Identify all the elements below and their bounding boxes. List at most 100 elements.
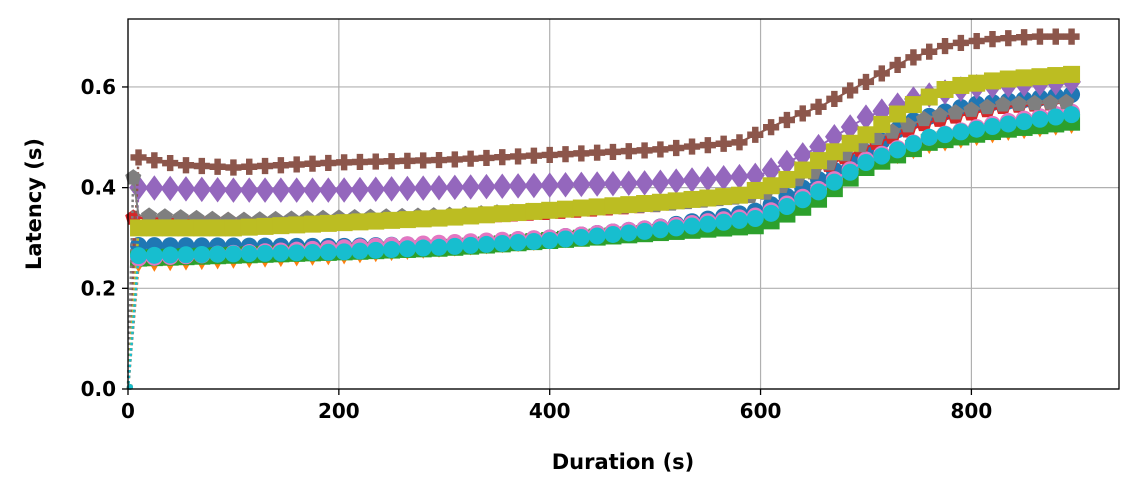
data-point (1063, 106, 1081, 124)
data-point (272, 217, 290, 235)
data-point (415, 152, 432, 169)
data-point (161, 219, 179, 237)
data-point (1010, 95, 1027, 111)
data-point (224, 219, 242, 237)
x-axis-label: Duration (s) (552, 450, 695, 474)
data-point (525, 147, 542, 164)
data-point (1031, 28, 1049, 45)
data-point (763, 119, 780, 136)
data-point (367, 241, 385, 259)
data-point (666, 168, 686, 194)
data-point (177, 219, 195, 237)
data-point (477, 235, 495, 253)
data-point (620, 196, 638, 214)
data-point (492, 173, 512, 200)
data-point (130, 247, 148, 265)
data-point (446, 151, 463, 168)
data-point (699, 189, 717, 207)
data-point (239, 177, 259, 203)
data-point (383, 153, 400, 170)
series-10 (126, 106, 1081, 390)
data-point (778, 170, 796, 188)
data-point (493, 205, 511, 223)
y-tick-label: 0.0 (81, 377, 116, 401)
data-point (446, 208, 464, 226)
data-point (794, 191, 812, 209)
data-point (1015, 113, 1033, 131)
data-point (1063, 65, 1081, 83)
data-point (825, 173, 843, 191)
data-point (589, 144, 606, 161)
data-point (478, 149, 495, 167)
data-point (620, 143, 637, 160)
data-point (983, 72, 1001, 90)
x-tick-label: 400 (529, 399, 571, 423)
data-point (125, 169, 142, 185)
data-point (667, 219, 685, 237)
data-point (699, 137, 716, 154)
data-point (745, 162, 765, 189)
data-point (304, 155, 321, 172)
data-point (1047, 28, 1064, 45)
data-point (841, 163, 859, 181)
data-point (557, 230, 575, 248)
data-point (414, 210, 432, 228)
data-point (130, 149, 147, 166)
data-point (303, 177, 322, 203)
series-startup-line (126, 177, 135, 390)
data-point (541, 146, 558, 163)
data-point (730, 163, 749, 190)
data-point (947, 104, 964, 120)
data-point (225, 159, 242, 176)
data-point (1042, 94, 1059, 110)
data-point (493, 234, 511, 252)
data-point (398, 211, 416, 229)
data-point (931, 106, 948, 123)
data-point (272, 157, 289, 174)
data-point (762, 204, 780, 222)
data-point (762, 177, 780, 195)
data-point (367, 212, 385, 230)
data-point (921, 43, 938, 60)
data-point (1016, 29, 1033, 46)
data-point (162, 155, 179, 172)
data-point (747, 126, 764, 143)
data-point (494, 149, 511, 166)
data-point (979, 98, 996, 115)
data-point (573, 145, 590, 162)
data-point (715, 135, 732, 152)
data-point (477, 206, 495, 224)
data-point (571, 171, 591, 198)
plot-frame (127, 18, 1120, 390)
data-point (367, 153, 384, 170)
data-point (508, 173, 528, 199)
data-point (968, 120, 986, 138)
data-point (667, 192, 685, 210)
data-point (810, 183, 828, 201)
data-point (509, 233, 527, 251)
data-point (256, 217, 274, 235)
data-point (335, 243, 353, 261)
series-5 (126, 69, 1081, 390)
data-point (794, 105, 811, 122)
data-point (873, 147, 891, 165)
x-tick-label: 800 (951, 399, 993, 423)
data-point (146, 152, 163, 169)
data-point (335, 214, 353, 232)
data-point (145, 175, 164, 201)
data-point (557, 146, 574, 163)
data-point (557, 200, 575, 218)
data-point (540, 172, 560, 198)
data-point (604, 197, 622, 215)
data-point (761, 157, 781, 183)
data-point (271, 177, 291, 203)
data-point (746, 209, 764, 227)
data-point (952, 123, 970, 141)
data-point (730, 211, 748, 229)
data-point (303, 244, 321, 262)
data-point (224, 245, 242, 263)
ticks: 0 200 400 600 800 0.0 0.2 0.4 0.6 (81, 75, 993, 423)
data-point (793, 142, 813, 168)
data-point (668, 139, 685, 157)
data-point (525, 232, 543, 250)
